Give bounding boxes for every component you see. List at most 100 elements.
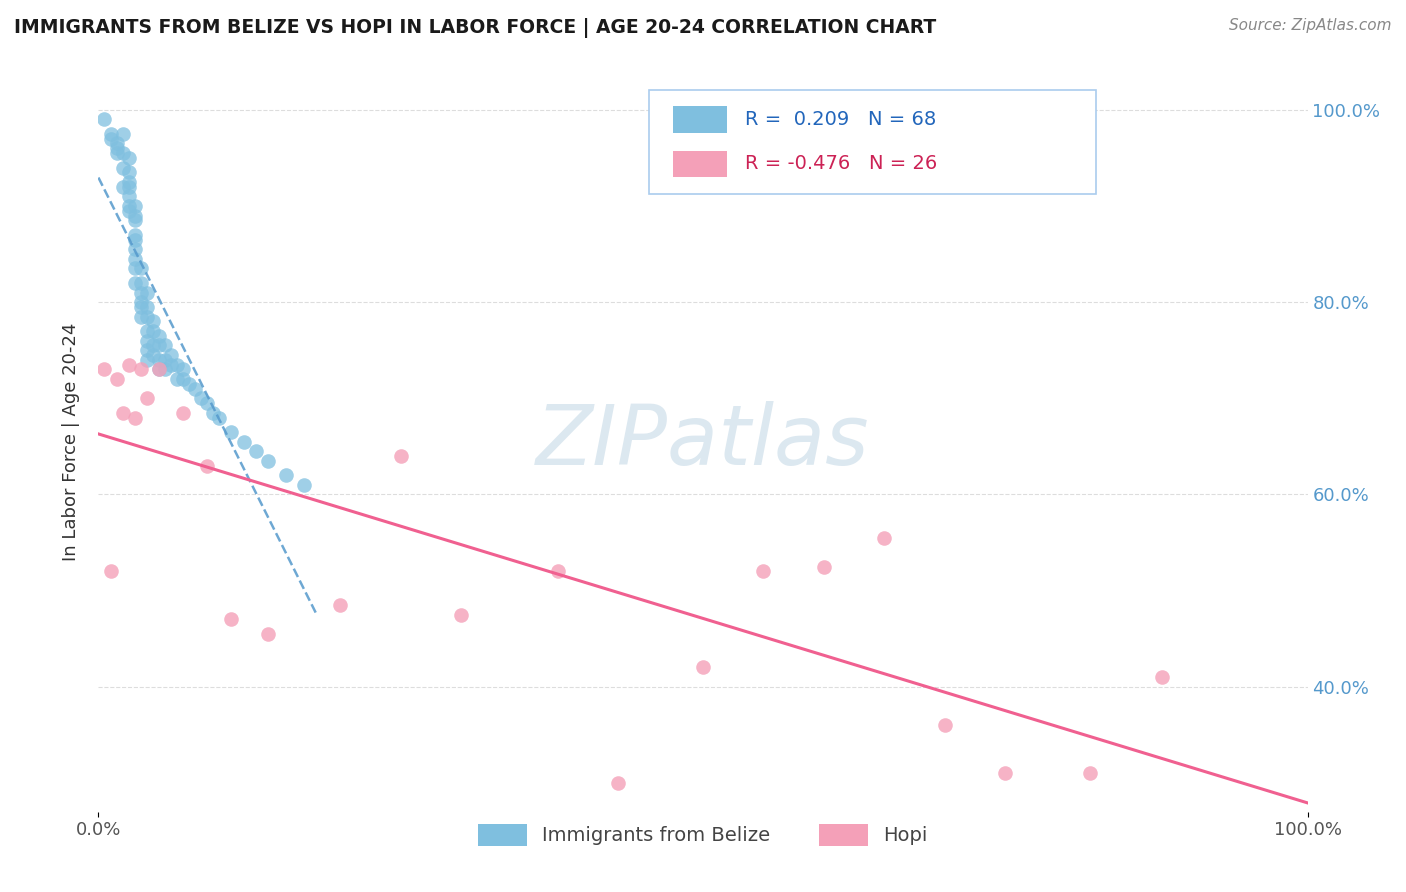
- Point: [124, 276, 146, 290]
- Point: [118, 358, 141, 372]
- Bar: [673, 106, 727, 133]
- Text: ZIPatlas: ZIPatlas: [536, 401, 870, 482]
- Point: [142, 338, 165, 352]
- Point: [1152, 670, 1174, 684]
- Point: [135, 391, 157, 405]
- Point: [232, 434, 254, 449]
- Point: [184, 382, 207, 396]
- Point: [142, 314, 165, 328]
- Point: [105, 372, 128, 386]
- Point: [124, 252, 146, 266]
- Text: Source: ZipAtlas.com: Source: ZipAtlas.com: [1229, 18, 1392, 33]
- Point: [111, 161, 134, 175]
- Point: [118, 179, 141, 194]
- Point: [124, 261, 146, 276]
- Point: [692, 660, 714, 674]
- Point: [124, 209, 146, 223]
- Point: [179, 376, 201, 391]
- Text: IMMIGRANTS FROM BELIZE VS HOPI IN LABOR FORCE | AGE 20-24 CORRELATION CHART: IMMIGRANTS FROM BELIZE VS HOPI IN LABOR …: [14, 18, 936, 37]
- Point: [124, 213, 146, 227]
- Point: [160, 358, 183, 372]
- Point: [124, 227, 146, 242]
- Y-axis label: In Labor Force | Age 20-24: In Labor Force | Age 20-24: [62, 322, 80, 561]
- Bar: [673, 151, 727, 178]
- Point: [274, 468, 297, 483]
- Point: [129, 362, 152, 376]
- Point: [292, 478, 315, 492]
- Point: [93, 362, 115, 376]
- Point: [118, 203, 141, 218]
- Point: [329, 598, 352, 612]
- Point: [160, 348, 183, 362]
- Text: R = -0.476   N = 26: R = -0.476 N = 26: [745, 154, 938, 173]
- Point: [172, 406, 194, 420]
- Point: [111, 179, 134, 194]
- Point: [124, 199, 146, 213]
- Point: [100, 131, 122, 145]
- Point: [256, 454, 278, 468]
- Point: [148, 352, 170, 367]
- Text: R =  0.209   N = 68: R = 0.209 N = 68: [745, 110, 936, 129]
- Point: [202, 406, 225, 420]
- Point: [153, 352, 176, 367]
- Point: [135, 334, 157, 348]
- Point: [195, 458, 218, 473]
- Point: [100, 565, 122, 579]
- Point: [1078, 766, 1101, 780]
- Point: [93, 112, 115, 127]
- Point: [172, 362, 194, 376]
- Point: [148, 338, 170, 352]
- Point: [752, 565, 775, 579]
- Point: [100, 127, 122, 141]
- Point: [813, 559, 835, 574]
- Point: [118, 151, 141, 165]
- FancyBboxPatch shape: [648, 90, 1097, 194]
- Point: [105, 136, 128, 151]
- Point: [148, 362, 170, 376]
- Point: [129, 276, 152, 290]
- Point: [166, 358, 188, 372]
- Point: [166, 372, 188, 386]
- Point: [124, 410, 146, 425]
- Point: [450, 607, 472, 622]
- Point: [135, 285, 157, 300]
- Point: [221, 612, 243, 626]
- Point: [934, 718, 956, 732]
- Point: [135, 352, 157, 367]
- Point: [142, 348, 165, 362]
- Point: [118, 175, 141, 189]
- Point: [111, 127, 134, 141]
- Point: [129, 300, 152, 314]
- Point: [135, 300, 157, 314]
- Legend: Immigrants from Belize, Hopi: Immigrants from Belize, Hopi: [471, 816, 935, 854]
- Point: [129, 310, 152, 324]
- Point: [389, 449, 412, 463]
- Point: [148, 328, 170, 343]
- Point: [111, 406, 134, 420]
- Point: [135, 310, 157, 324]
- Point: [124, 233, 146, 247]
- Point: [118, 165, 141, 179]
- Point: [873, 531, 896, 545]
- Point: [135, 324, 157, 338]
- Point: [221, 425, 243, 439]
- Point: [129, 261, 152, 276]
- Point: [195, 396, 218, 410]
- Point: [190, 391, 212, 405]
- Point: [129, 295, 152, 310]
- Point: [256, 627, 278, 641]
- Point: [105, 141, 128, 155]
- Point: [245, 444, 267, 458]
- Point: [208, 410, 231, 425]
- Point: [153, 362, 176, 376]
- Point: [111, 146, 134, 161]
- Point: [118, 189, 141, 203]
- Point: [124, 242, 146, 256]
- Point: [607, 776, 630, 790]
- Point: [118, 199, 141, 213]
- Point: [153, 338, 176, 352]
- Point: [172, 372, 194, 386]
- Point: [105, 146, 128, 161]
- Point: [129, 285, 152, 300]
- Point: [994, 766, 1017, 780]
